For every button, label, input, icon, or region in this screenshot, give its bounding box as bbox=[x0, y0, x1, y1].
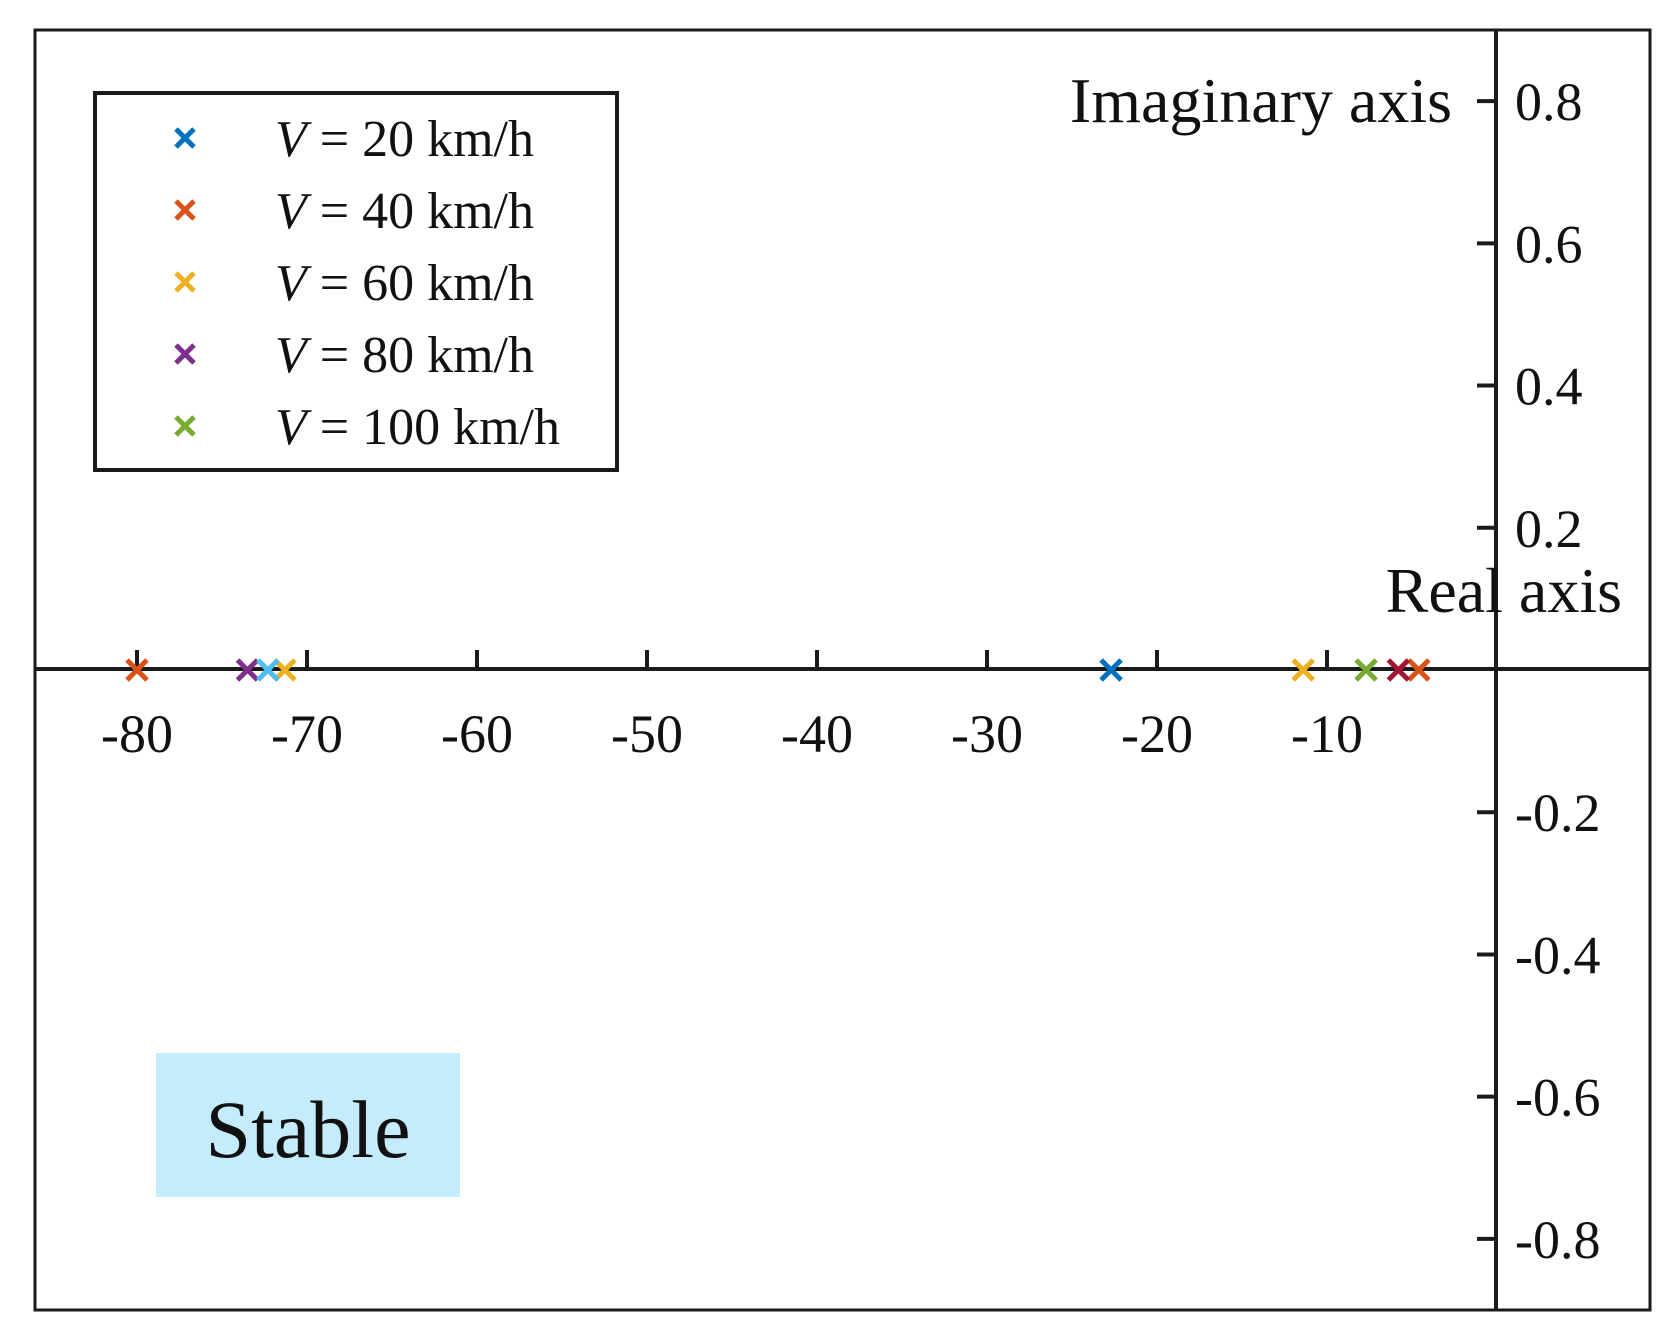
y-tick-label: 0.4 bbox=[1515, 357, 1583, 417]
x-tick-label: -30 bbox=[951, 704, 1023, 764]
legend-marker bbox=[174, 127, 196, 149]
legend-label: V = 60 km/h bbox=[275, 255, 534, 312]
y-tick-label: -0.4 bbox=[1515, 925, 1600, 985]
data-point bbox=[1407, 658, 1431, 682]
x-tick-label: -70 bbox=[271, 704, 343, 764]
data-point bbox=[1354, 658, 1378, 682]
x-axis-title: Real axis bbox=[1386, 555, 1622, 626]
x-tick-label: -40 bbox=[781, 704, 853, 764]
y-tick-label: -0.6 bbox=[1515, 1068, 1600, 1128]
data-point bbox=[256, 658, 280, 682]
legend-label: V = 40 km/h bbox=[275, 183, 534, 240]
stable-region-label: Stable bbox=[206, 1084, 411, 1175]
stable-region-box bbox=[156, 1053, 460, 1197]
data-point bbox=[1099, 658, 1123, 682]
x-ticks: -80 -70 -60 -50 -40 -30 -20 -10 bbox=[101, 650, 1363, 764]
legend-label: V = 20 km/h bbox=[275, 111, 534, 168]
legend-marker bbox=[174, 415, 196, 437]
x-tick-label: -60 bbox=[441, 704, 513, 764]
y-tick-label: 0.8 bbox=[1515, 72, 1583, 132]
data-point bbox=[125, 658, 149, 682]
legend: V = 20 km/h V = 40 km/h V = 60 km/h V = 80 … bbox=[93, 91, 619, 472]
data-point bbox=[1291, 658, 1315, 682]
x-tick-label: -50 bbox=[611, 704, 683, 764]
y-tick-label: 0.6 bbox=[1515, 214, 1583, 274]
x-tick-label: -80 bbox=[101, 704, 173, 764]
y-tick-label: 0.2 bbox=[1515, 499, 1583, 559]
y-tick-label: -0.2 bbox=[1515, 783, 1600, 843]
data-point bbox=[235, 658, 260, 682]
x-tick-label: -10 bbox=[1291, 704, 1363, 764]
y-tick-label: -0.8 bbox=[1515, 1210, 1600, 1270]
legend-marker bbox=[174, 343, 196, 365]
legend-label: V = 80 km/h bbox=[275, 327, 534, 384]
legend-items: V = 20 km/h V = 40 km/h V = 60 km/h V = 80 … bbox=[174, 111, 560, 456]
x-tick-label: -20 bbox=[1121, 704, 1193, 764]
legend-marker bbox=[174, 271, 196, 293]
legend-marker bbox=[174, 199, 196, 221]
pole-markers bbox=[125, 658, 1431, 682]
data-point bbox=[273, 658, 297, 682]
legend-label: V = 100 km/h bbox=[275, 399, 560, 456]
y-ticks: 0.8 0.6 0.4 0.2 -0.2 -0.4 -0.6 -0.8 bbox=[1477, 72, 1600, 1270]
data-point bbox=[1386, 658, 1411, 682]
y-axis-title: Imaginary axis bbox=[1070, 65, 1452, 136]
